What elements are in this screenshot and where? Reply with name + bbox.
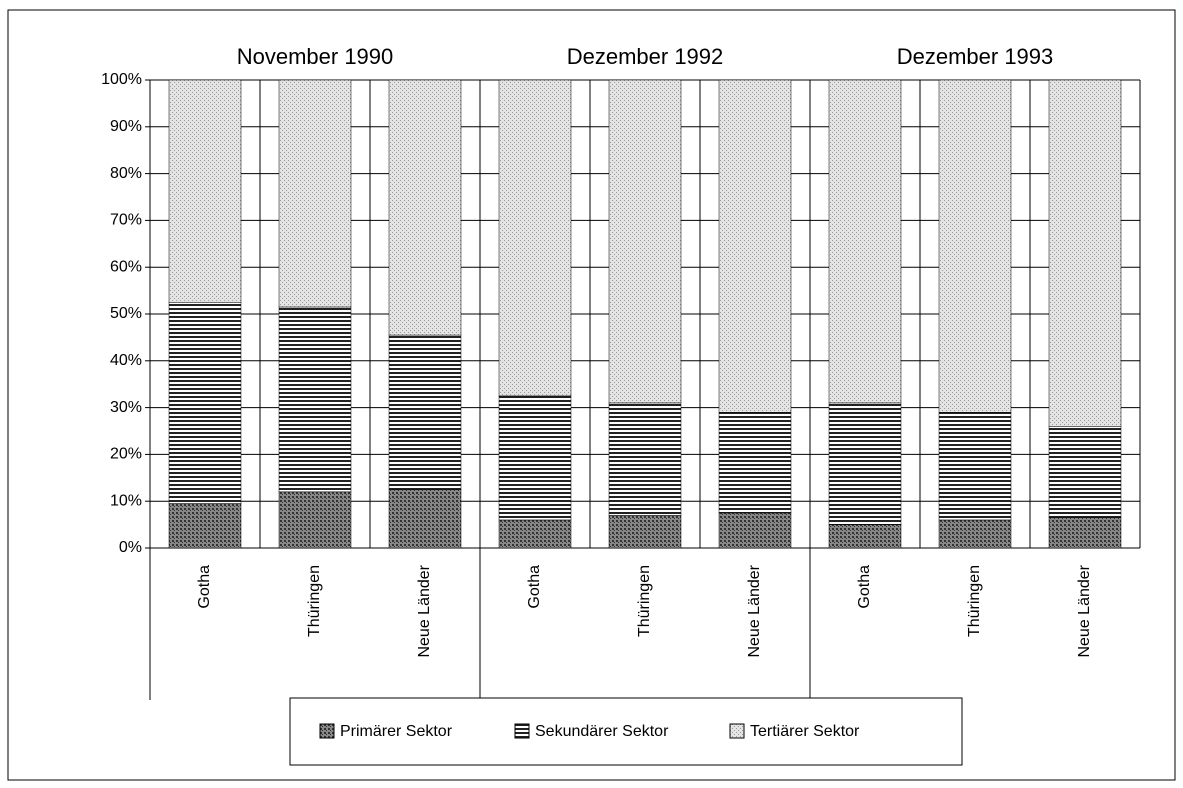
- legend-box: [289, 697, 963, 766]
- bar-segment: [828, 79, 902, 404]
- bar-segment: [388, 334, 462, 490]
- bar-segment: [498, 79, 572, 397]
- y-tick-label: 10%: [110, 492, 142, 509]
- y-tick-label: 0%: [119, 539, 142, 556]
- x-tick-label: Gotha: [856, 565, 873, 609]
- y-tick-label: 20%: [110, 446, 142, 463]
- bar-segment: [388, 79, 462, 336]
- legend-label: Primärer Sektor: [340, 723, 453, 740]
- bar-segment: [938, 79, 1012, 413]
- x-tick-label: Neue Länder: [746, 564, 763, 657]
- y-tick-label: 60%: [110, 258, 142, 275]
- bar-segment: [938, 412, 1012, 521]
- bar-segment: [608, 402, 682, 516]
- bar-segment: [278, 306, 352, 493]
- legend-label: Tertiärer Sektor: [750, 723, 860, 740]
- x-tick-label: Gotha: [526, 565, 543, 609]
- bar-segment: [718, 79, 792, 413]
- y-tick-label: 50%: [110, 305, 142, 322]
- y-tick-label: 70%: [110, 212, 142, 229]
- bar-segment: [498, 395, 572, 521]
- group-title: Dezember 1992: [567, 44, 724, 69]
- bar-segment: [718, 412, 792, 514]
- legend-swatch: [319, 723, 335, 739]
- bar-segment: [168, 79, 242, 303]
- y-tick-label: 40%: [110, 352, 142, 369]
- y-tick-label: 30%: [110, 399, 142, 416]
- bar-segment: [278, 79, 352, 308]
- y-tick-label: 90%: [110, 118, 142, 135]
- bar-segment: [168, 302, 242, 504]
- legend-label: Sekundärer Sektor: [535, 723, 669, 740]
- x-tick-label: Neue Länder: [416, 564, 433, 657]
- legend-swatch: [729, 723, 745, 739]
- x-tick-label: Thüringen: [636, 565, 653, 637]
- x-tick-label: Neue Länder: [1076, 564, 1093, 657]
- bar-segment: [1048, 426, 1122, 518]
- bar-segment: [828, 402, 902, 525]
- bar-segment: [1048, 517, 1122, 549]
- bar-segment: [718, 512, 792, 549]
- bar-segment: [168, 503, 242, 549]
- bar-segment: [278, 491, 352, 549]
- x-tick-label: Gotha: [196, 565, 213, 609]
- y-tick-label: 100%: [101, 71, 142, 88]
- bar-segment: [1048, 79, 1122, 427]
- bar-segment: [388, 489, 462, 549]
- bar-segment: [938, 519, 1012, 549]
- group-title: Dezember 1993: [897, 44, 1054, 69]
- bar-segment: [498, 519, 572, 549]
- x-tick-label: Thüringen: [966, 565, 983, 637]
- bar-segment: [608, 79, 682, 404]
- legend-swatch: [514, 723, 530, 739]
- group-title: November 1990: [237, 44, 394, 69]
- bar-segment: [828, 524, 902, 549]
- y-tick-label: 80%: [110, 165, 142, 182]
- bar-segment: [608, 514, 682, 549]
- x-tick-label: Thüringen: [306, 565, 323, 637]
